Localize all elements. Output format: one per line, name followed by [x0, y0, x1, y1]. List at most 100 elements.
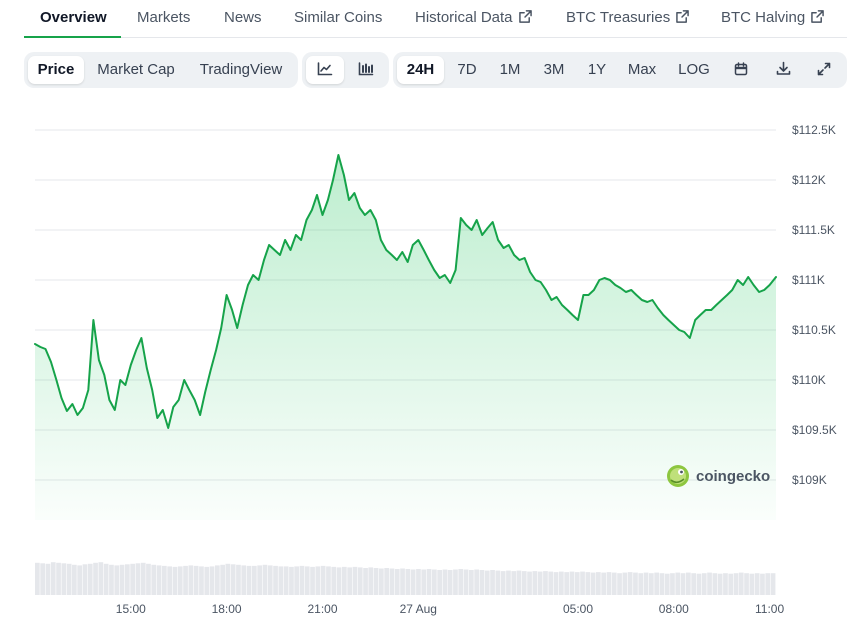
- price-point: [438, 277, 441, 280]
- tab-historical-data[interactable]: Historical Data: [415, 9, 532, 26]
- price-point: [715, 304, 718, 307]
- price-point: [279, 254, 282, 257]
- download-icon: [776, 61, 790, 75]
- volume-bar: [262, 564, 268, 595]
- market-cap-view-button[interactable]: Market Cap: [97, 61, 175, 78]
- volume-bar: [373, 568, 379, 595]
- tab-similar-coins[interactable]: Similar Coins: [294, 9, 383, 26]
- calendar-icon: [734, 61, 748, 75]
- range-1m-button[interactable]: 1M: [499, 61, 521, 78]
- log-scale-button[interactable]: LOG: [678, 61, 710, 78]
- price-point: [332, 179, 335, 182]
- volume-bar: [447, 570, 453, 595]
- price-point: [247, 284, 250, 287]
- volume-bar: [66, 563, 72, 595]
- line-chart-icon: [317, 61, 333, 75]
- range-max-button[interactable]: Max: [627, 61, 657, 78]
- volume-bar: [728, 573, 734, 595]
- price-point: [225, 294, 228, 297]
- range-3m-button[interactable]: 3M: [543, 61, 565, 78]
- price-line[interactable]: [34, 154, 777, 429]
- price-point: [326, 199, 329, 202]
- price-point: [268, 244, 271, 247]
- volume-bar: [437, 570, 442, 595]
- date-range-button[interactable]: [724, 56, 758, 84]
- volume-bar: [479, 570, 485, 595]
- price-point: [667, 319, 670, 322]
- volume-bar: [289, 566, 294, 595]
- range-24h-button[interactable]: 24H: [397, 56, 444, 84]
- price-point: [624, 291, 627, 294]
- tradingview-button[interactable]: TradingView: [199, 61, 283, 78]
- price-point: [65, 410, 68, 413]
- expand-icon: [817, 62, 831, 75]
- price-point: [608, 279, 611, 282]
- price-point: [167, 427, 170, 430]
- volume-bar: [183, 565, 188, 595]
- price-point: [263, 259, 266, 262]
- price-chart[interactable]: $109K $109.5K $110K $110.5K $111K $111.5K $112…: [0, 100, 847, 633]
- download-button[interactable]: [766, 56, 800, 84]
- volume-bar: [696, 573, 702, 595]
- range-7d-button[interactable]: 7D: [457, 61, 477, 78]
- volume-bar: [384, 568, 389, 595]
- chart-style-group: [302, 52, 389, 88]
- volume-bar: [77, 565, 82, 595]
- line-chart-button[interactable]: [306, 56, 344, 84]
- candlestick-chart-button[interactable]: [347, 56, 385, 84]
- price-point: [497, 239, 500, 242]
- volume-bar: [72, 564, 77, 595]
- volume-bar: [109, 564, 114, 595]
- volume-bar: [738, 572, 744, 595]
- volume-bar: [670, 573, 675, 595]
- price-point: [577, 319, 580, 322]
- price-point: [614, 284, 617, 287]
- volume-bar: [188, 565, 194, 595]
- price-point: [475, 219, 478, 222]
- volume-bar: [458, 569, 464, 595]
- volume-bar: [389, 568, 395, 595]
- volume-bar: [45, 563, 51, 595]
- tab-overview[interactable]: Overview: [40, 9, 107, 26]
- price-view-button[interactable]: Price: [28, 56, 84, 84]
- price-point: [539, 281, 542, 284]
- tab-btc-treasuries[interactable]: BTC Treasuries: [566, 9, 690, 26]
- price-point: [81, 407, 84, 410]
- volume-bar: [283, 566, 289, 595]
- y-tick-label: $111.5K: [792, 223, 835, 237]
- volume-bar: [93, 562, 98, 595]
- price-point: [513, 254, 516, 257]
- y-axis-labels: $109K $109.5K $110K $110.5K $111K $111.5K $112…: [792, 123, 837, 487]
- price-point: [566, 309, 569, 312]
- volume-bar: [723, 573, 728, 595]
- candlestick-chart-icon: [358, 61, 374, 75]
- price-point: [726, 294, 729, 297]
- price-point: [161, 409, 164, 412]
- tab-markets[interactable]: Markets: [137, 9, 191, 26]
- x-tick-label: 21:00: [307, 602, 337, 616]
- volume-bar: [82, 564, 88, 595]
- fullscreen-button[interactable]: [807, 56, 841, 84]
- price-point: [710, 309, 713, 312]
- volume-bar: [590, 572, 596, 595]
- tab-news[interactable]: News: [224, 9, 262, 26]
- y-tick-label: $109K: [792, 473, 827, 487]
- coingecko-logo-icon: [667, 465, 689, 487]
- price-point: [523, 257, 526, 260]
- range-1y-button[interactable]: 1Y: [587, 61, 607, 78]
- volume-bar: [463, 569, 469, 595]
- price-point: [454, 269, 457, 272]
- price-point: [342, 174, 345, 177]
- price-point: [363, 214, 366, 217]
- volume-bar: [765, 573, 771, 595]
- tab-btc-halving[interactable]: BTC Halving: [721, 9, 825, 26]
- volume-bar: [172, 566, 178, 595]
- price-point: [656, 307, 659, 310]
- volume-bar: [352, 566, 358, 595]
- external-link-icon: [676, 10, 690, 23]
- price-point: [672, 324, 675, 327]
- volume-bar: [241, 565, 247, 595]
- price-point: [683, 331, 686, 334]
- volume-bar: [215, 565, 220, 595]
- price-point: [390, 254, 393, 257]
